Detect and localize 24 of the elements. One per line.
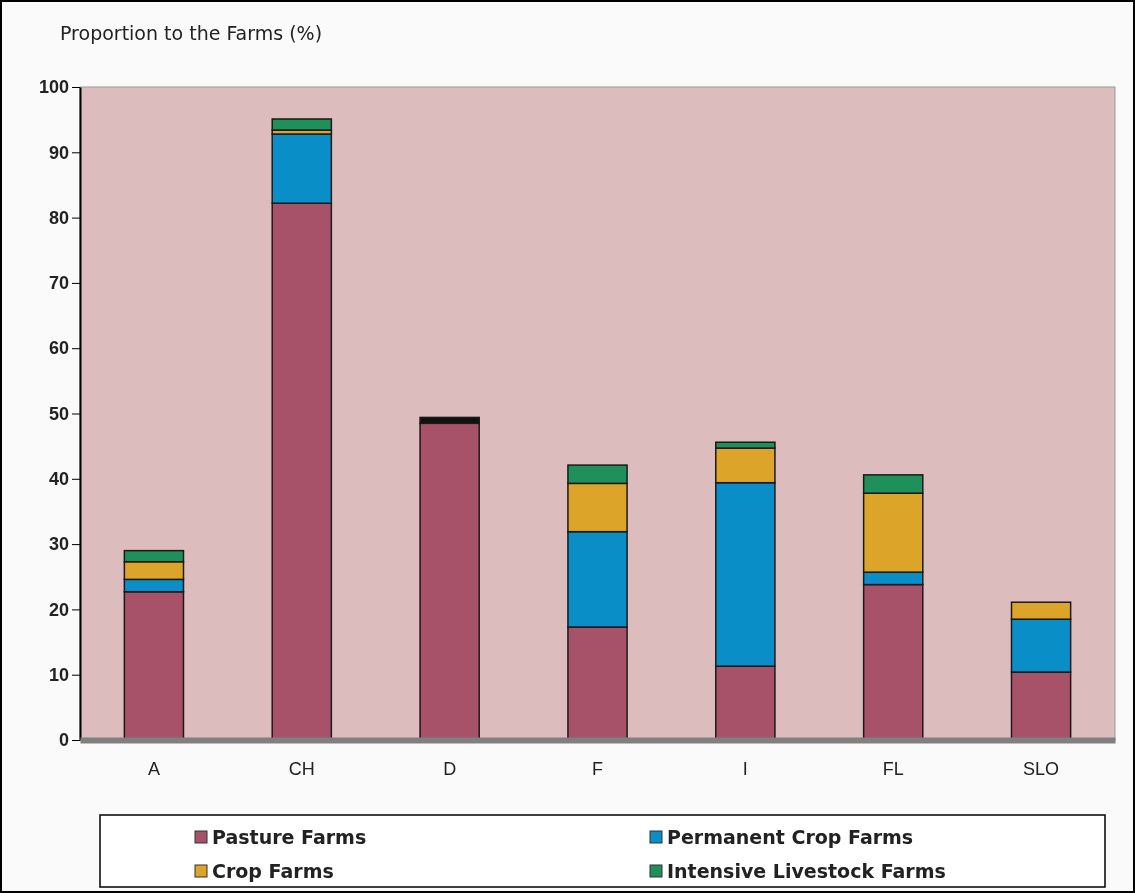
y-tick-label: 50 — [48, 403, 69, 424]
y-tick-label: 100 — [38, 77, 69, 98]
y-tick-label: 80 — [48, 207, 69, 228]
legend-label: Intensive Livestock Farms — [667, 860, 946, 882]
x-tick-label: I — [742, 758, 748, 779]
y-tick-label: 70 — [48, 273, 69, 294]
y-tick-label: 30 — [48, 534, 69, 555]
x-tick-label: A — [147, 758, 160, 779]
x-tick-label: D — [443, 758, 457, 779]
x-tick-label: CH — [288, 758, 315, 779]
x-tick-label: FL — [882, 758, 904, 779]
y-tick-label: 0 — [58, 730, 69, 751]
y-tick-label: 20 — [48, 599, 69, 620]
bar — [271, 118, 333, 131]
legend-label: Crop Farms — [212, 860, 334, 882]
y-tick-label: 40 — [48, 469, 69, 490]
legend-label: Permanent Crop Farms — [667, 826, 914, 848]
legend-label: Pasture Farms — [212, 826, 367, 848]
chart-title: Proportion to the Farms (%) — [60, 22, 323, 44]
x-tick-label: SLO — [1023, 758, 1060, 779]
x-tick-label: F — [592, 758, 603, 779]
y-tick-label: 10 — [48, 664, 69, 685]
y-tick-label: 90 — [48, 142, 69, 163]
y-tick-label: 60 — [48, 338, 69, 359]
